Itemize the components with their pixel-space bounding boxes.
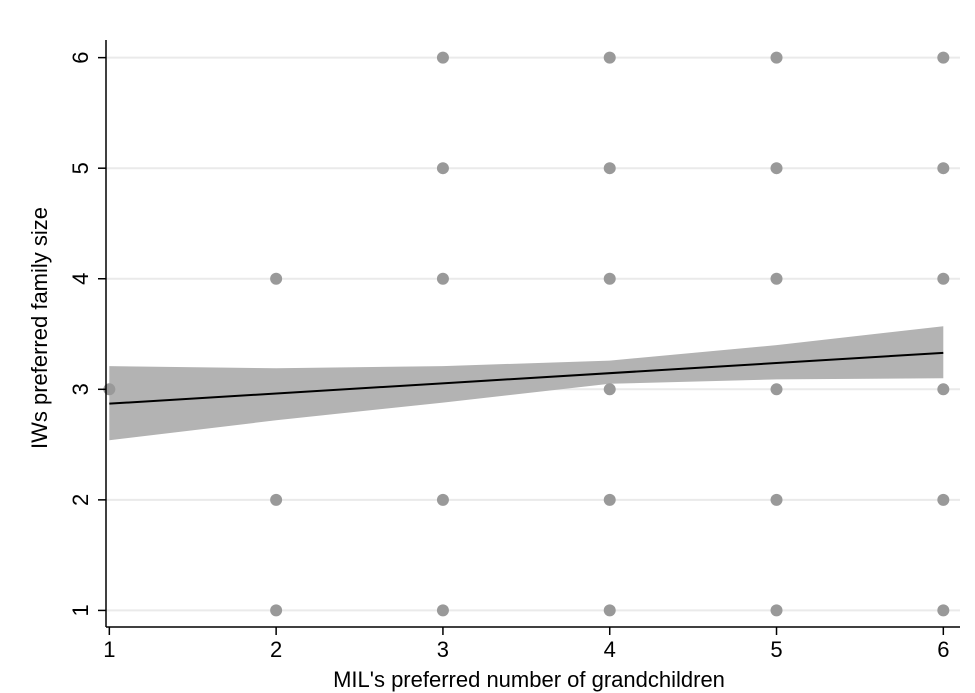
data-point-3-1 bbox=[436, 604, 449, 617]
fit-line bbox=[109, 351, 944, 405]
data-point-5-5 bbox=[770, 162, 783, 175]
data-point-6-6 bbox=[937, 51, 950, 64]
data-point-3-5 bbox=[436, 162, 449, 175]
confidence-band bbox=[109, 326, 944, 441]
tick-labels: 1 2 3 4 5 6 1 2 3 4 5 6 bbox=[68, 52, 949, 662]
data-point-3-2 bbox=[436, 493, 449, 506]
data-point-5-3 bbox=[770, 383, 783, 396]
y-tick-label-6: 6 bbox=[68, 52, 93, 64]
data-point-4-2 bbox=[603, 493, 616, 506]
y-tick-label-1: 1 bbox=[68, 604, 93, 616]
y-tick-label-5: 5 bbox=[68, 162, 93, 174]
fit-line-layer bbox=[109, 351, 944, 405]
data-point-4-6 bbox=[603, 51, 616, 64]
y-tick-label-3: 3 bbox=[68, 383, 93, 395]
x-tick-label-3: 3 bbox=[437, 637, 449, 662]
x-axis-label: MIL's preferred number of grandchildren bbox=[333, 667, 725, 692]
axes bbox=[98, 40, 960, 635]
confidence-band-layer bbox=[109, 326, 944, 441]
data-point-5-2 bbox=[770, 493, 783, 506]
data-point-5-4 bbox=[770, 272, 783, 285]
data-point-5-6 bbox=[770, 51, 783, 64]
data-point-2-1 bbox=[270, 604, 283, 617]
data-point-2-4 bbox=[270, 272, 283, 285]
data-point-6-5 bbox=[937, 162, 950, 175]
x-tick-label-4: 4 bbox=[604, 637, 616, 662]
x-tick-label-1: 1 bbox=[103, 637, 115, 662]
data-point-5-1 bbox=[770, 604, 783, 617]
y-tick-label-4: 4 bbox=[68, 273, 93, 285]
data-point-3-6 bbox=[436, 51, 449, 64]
x-tick-label-6: 6 bbox=[937, 637, 949, 662]
data-point-6-1 bbox=[937, 604, 950, 617]
data-point-4-5 bbox=[603, 162, 616, 175]
gridlines bbox=[106, 56, 960, 612]
data-point-4-1 bbox=[603, 604, 616, 617]
y-axis-label: IWs preferred family size bbox=[27, 207, 52, 449]
data-point-6-4 bbox=[937, 272, 950, 285]
data-points bbox=[103, 51, 950, 617]
data-point-4-4 bbox=[603, 272, 616, 285]
data-point-2-2 bbox=[270, 493, 283, 506]
data-point-3-4 bbox=[436, 272, 449, 285]
x-tick-label-5: 5 bbox=[770, 637, 782, 662]
data-point-4-3 bbox=[603, 383, 616, 396]
x-tick-label-2: 2 bbox=[270, 637, 282, 662]
y-tick-label-2: 2 bbox=[68, 494, 93, 506]
data-point-6-3 bbox=[937, 383, 950, 396]
data-point-6-2 bbox=[937, 493, 950, 506]
